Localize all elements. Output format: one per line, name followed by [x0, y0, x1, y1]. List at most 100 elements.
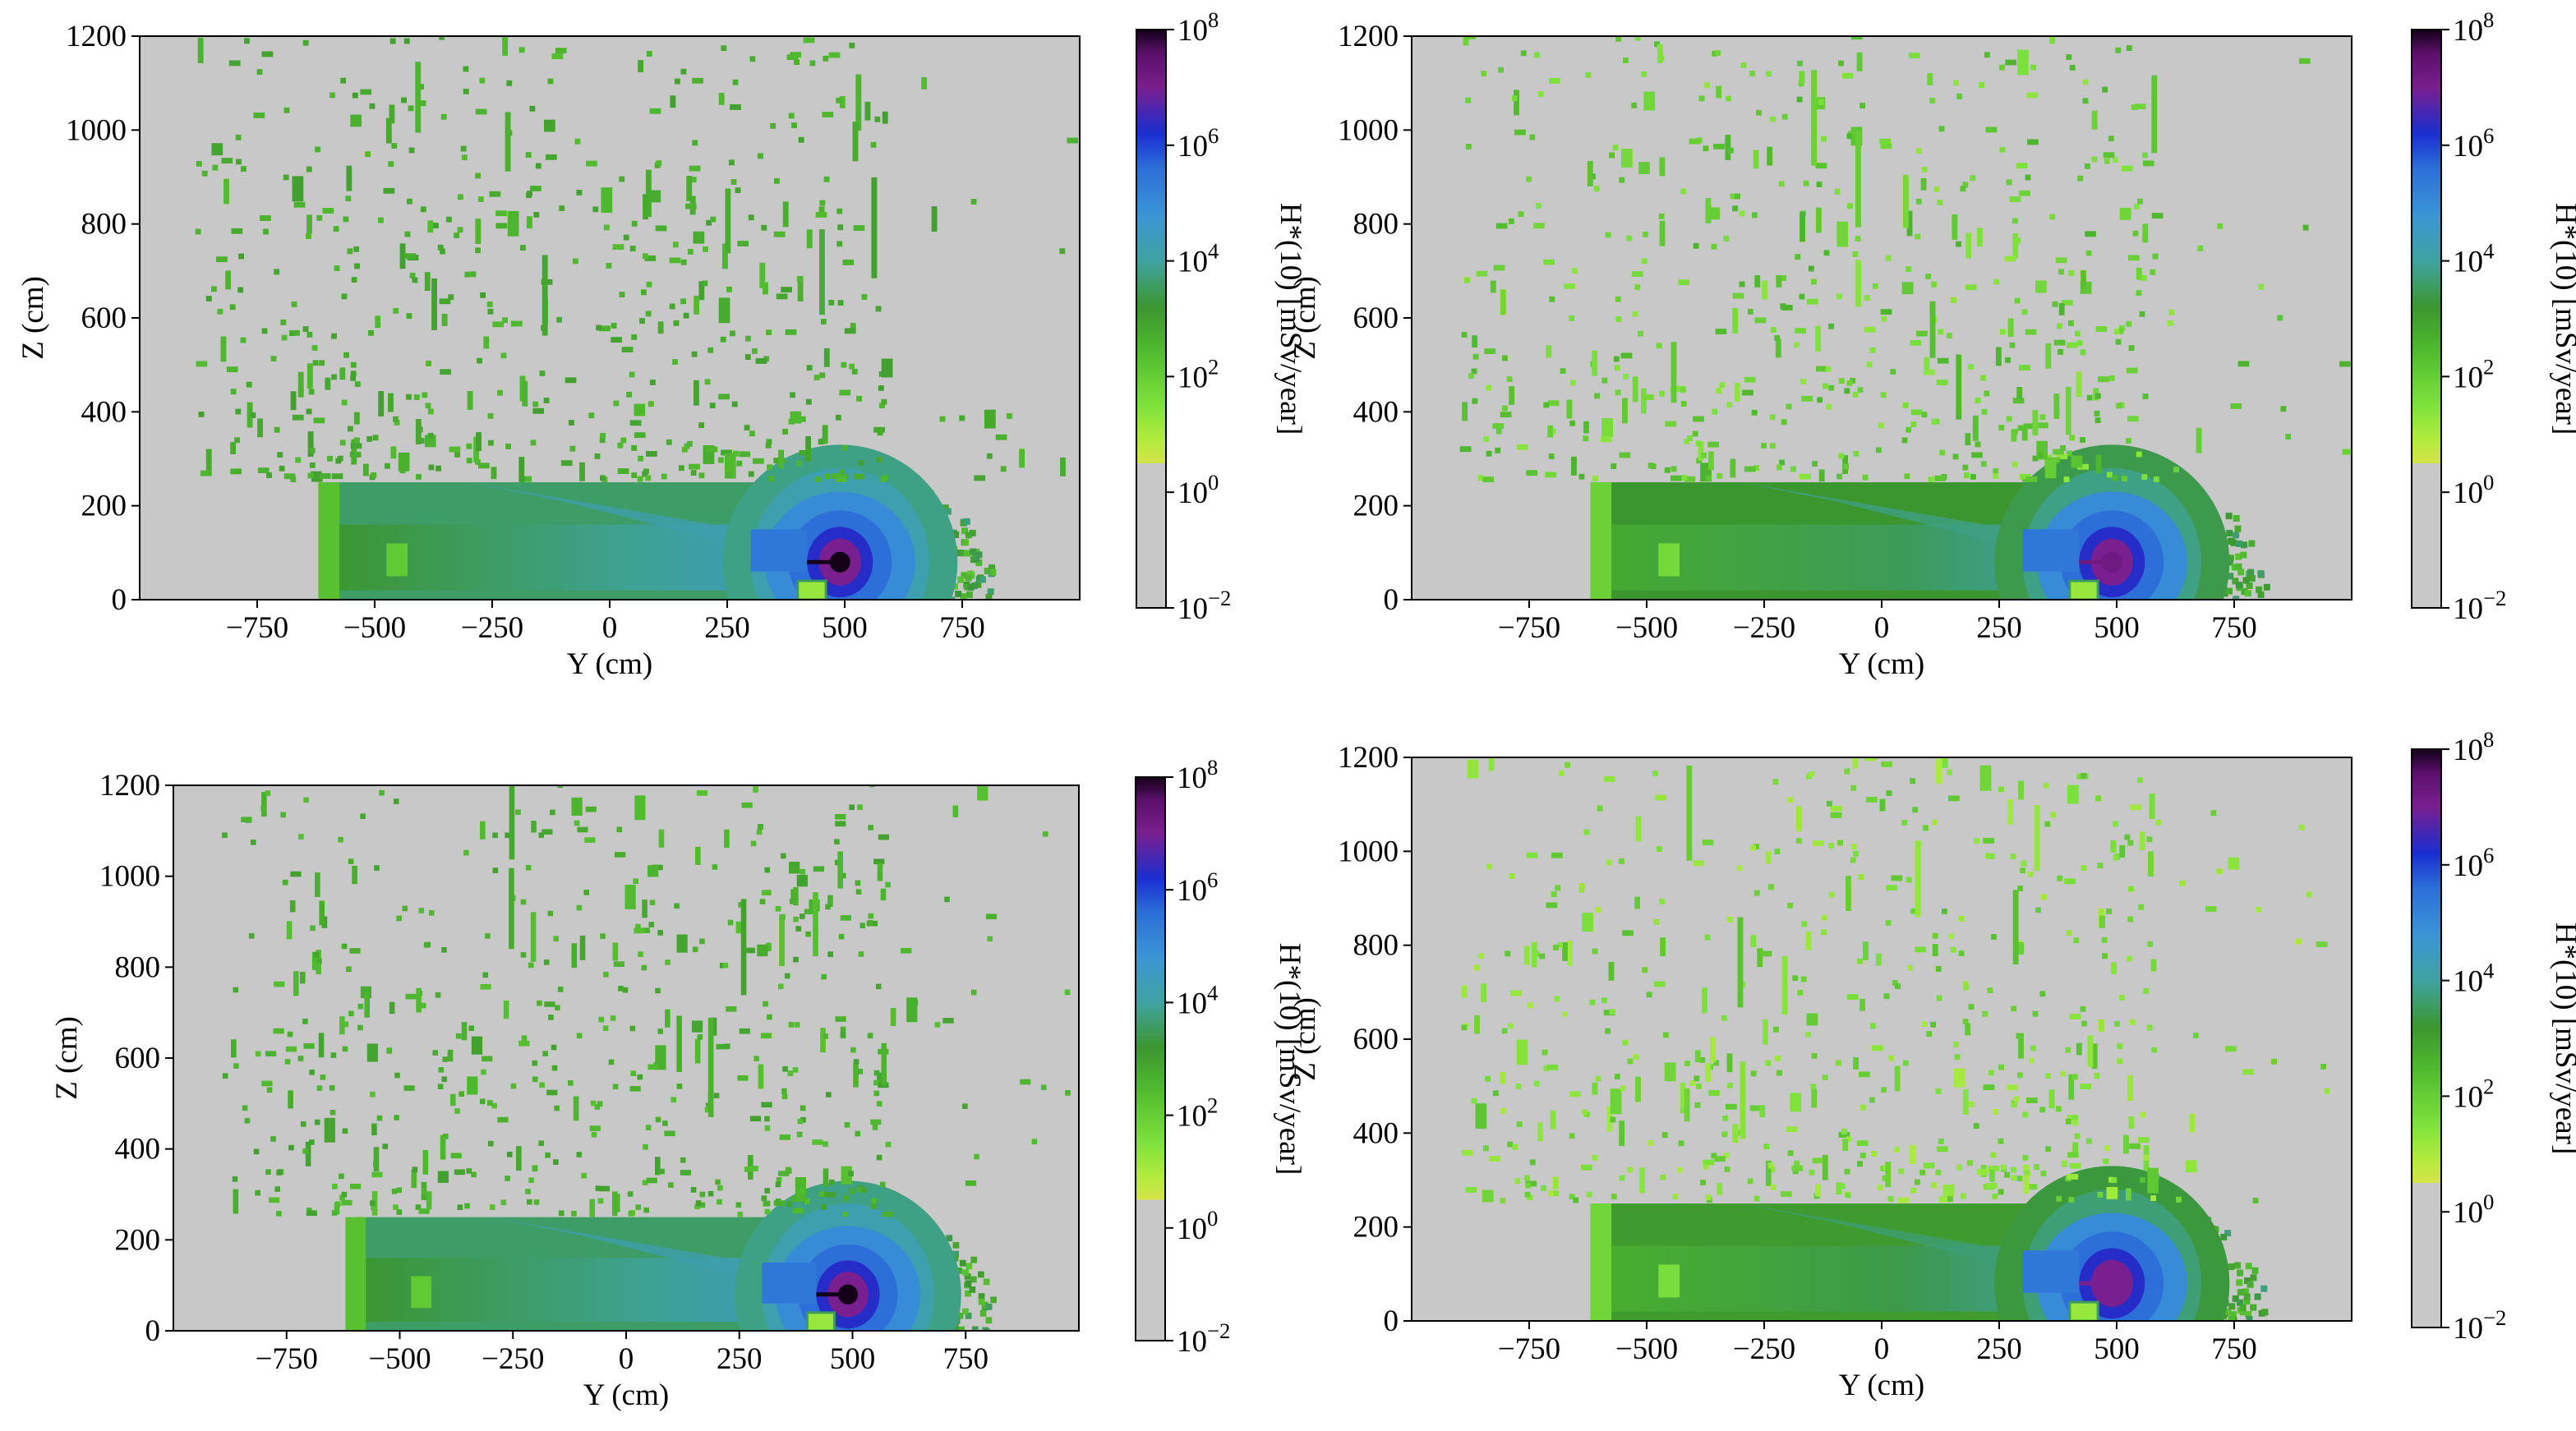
scatter-cells — [222, 785, 1071, 1217]
scatter-cell — [2117, 328, 2124, 334]
scatter-cell — [1619, 1175, 1625, 1181]
scatter-cell — [274, 269, 280, 275]
scatter-cell — [2320, 1063, 2327, 1070]
x-tick-label: −250 — [461, 611, 523, 645]
scatter-cell — [2032, 455, 2039, 462]
y-tick-label: 1200 — [1338, 741, 1399, 775]
scatter-cell — [1680, 1107, 1686, 1114]
scatter-cell — [2104, 1145, 2110, 1151]
scatter-cell — [405, 993, 417, 1000]
scatter-cell — [551, 1044, 557, 1051]
scatter-cell — [1988, 1070, 1994, 1076]
colorbar-tick-label: 108 — [1177, 7, 1219, 48]
scatter-cell — [822, 112, 834, 117]
scatter-cell — [1795, 806, 1802, 831]
x-tick-label: 500 — [2094, 1332, 2140, 1366]
colorbar-tick-label: 100 — [2453, 470, 2494, 510]
scatter-cell — [696, 790, 708, 796]
scatter-cell — [1962, 1019, 1969, 1024]
scatter-cell — [1749, 1105, 1762, 1111]
scatter-cell — [1942, 1184, 1955, 1197]
scatter-cell — [1516, 1039, 1528, 1065]
scatter-cell — [713, 1093, 720, 1099]
scatter-cell — [466, 458, 472, 464]
scatter-cell — [265, 1169, 271, 1176]
scatter-cell — [879, 1181, 886, 1188]
halo-cell — [978, 1298, 985, 1305]
scatter-cell — [1486, 863, 1492, 870]
scatter-cell — [952, 805, 959, 817]
scatter-cell — [850, 1047, 856, 1053]
scatter-cell — [1747, 309, 1753, 315]
scatter-cell — [495, 210, 507, 217]
halo-cell — [956, 1267, 963, 1274]
scatter-cell — [655, 225, 667, 232]
scatter-streak — [541, 255, 548, 336]
scatter-cell — [1065, 1090, 1071, 1096]
scatter-cell — [287, 1031, 293, 1038]
scatter-streak — [1845, 876, 1851, 911]
scatter-cell — [791, 122, 797, 129]
scatter-cell — [686, 440, 693, 447]
scatter-cell — [1887, 1195, 1894, 1202]
scatter-cell — [201, 170, 208, 177]
base-pillar — [805, 1311, 836, 1331]
scatter-cell — [250, 840, 256, 845]
colorbar-gradient — [2411, 748, 2442, 1328]
scatter-cells — [1459, 36, 2352, 483]
scatter-cell — [1871, 1151, 1878, 1157]
scatter-cell — [1526, 176, 1532, 182]
scatter-cell — [530, 186, 541, 191]
scatter-cell — [1502, 355, 1508, 361]
scatter-cell — [427, 220, 434, 233]
scatter-cell — [626, 391, 633, 398]
scatter-cell — [2021, 309, 2028, 315]
scatter-cell — [873, 1079, 879, 1086]
scatter-cell — [2230, 403, 2242, 409]
scatter-cell — [1948, 795, 1960, 802]
scatter-cell — [857, 804, 863, 810]
scatter-cell — [1781, 1191, 1792, 1197]
halo-cell — [961, 527, 969, 535]
scatter-cell — [1634, 36, 1641, 41]
scatter-cell — [1744, 376, 1756, 383]
scatter-cell — [1724, 1166, 1730, 1172]
halo-cell — [964, 583, 971, 591]
scatter-cell — [864, 101, 871, 121]
halo-cell — [2236, 1279, 2243, 1286]
scatter-cell — [726, 286, 732, 292]
scatter-cell — [574, 820, 580, 826]
scatter-cell — [1965, 433, 1971, 446]
scatter-cell — [787, 1070, 794, 1076]
scatter-cell — [360, 89, 372, 95]
scatter-cell — [2106, 1186, 2118, 1199]
scatter-cell — [1939, 449, 1946, 456]
scatter-cell — [196, 361, 208, 367]
scatter-cell — [1897, 1197, 1909, 1203]
scatter-cell — [2324, 1088, 2330, 1094]
scatter-cell — [2085, 250, 2092, 256]
scatter-cell — [643, 194, 648, 220]
scatter-cell — [411, 1170, 417, 1189]
scatter-cell — [2025, 476, 2038, 482]
scatter-cell — [1655, 794, 1667, 801]
scatter-cell — [686, 176, 693, 201]
scatter-cell — [1509, 386, 1515, 405]
scatter-cell — [2295, 938, 2302, 945]
scatter-cell — [1954, 1054, 1961, 1061]
shield-window — [1658, 1264, 1680, 1298]
scatter-cell — [1664, 467, 1670, 473]
scatter-cell — [1981, 408, 1988, 415]
scatter-cell — [712, 864, 718, 870]
scatter-cell — [269, 1197, 280, 1203]
scatter-cell — [280, 319, 287, 325]
scatter-cell — [873, 1070, 880, 1076]
scatter-cell — [2103, 152, 2115, 159]
scatter-cell — [748, 471, 754, 477]
scatter-cell — [1471, 368, 1477, 375]
scatter-cell — [680, 298, 687, 305]
scatter-cell — [1507, 1141, 1514, 1148]
scatter-cell — [1611, 1194, 1617, 1200]
y-tick-label: 600 — [1353, 301, 1399, 335]
scatter-cell — [1657, 44, 1663, 63]
